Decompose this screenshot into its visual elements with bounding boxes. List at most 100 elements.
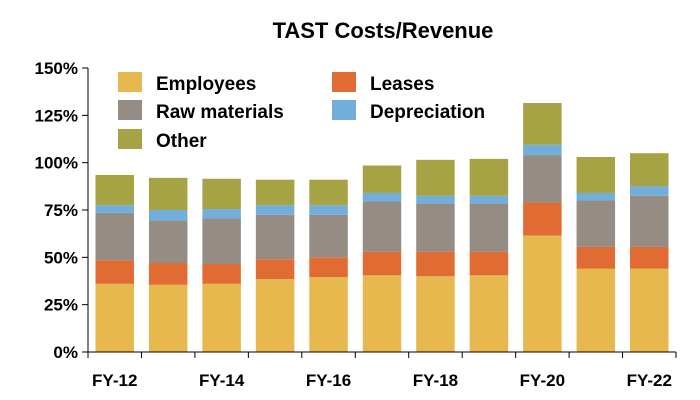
bar-stack [523, 103, 562, 352]
bar-stack [309, 179, 348, 352]
y-tick-label: 50% [44, 248, 78, 267]
bar-segment-leases [523, 202, 562, 236]
x-tick-label: FY-22 [627, 371, 672, 390]
bar-segment-employees [630, 268, 669, 352]
legend-swatch [118, 72, 142, 92]
bar-segment-employees [95, 283, 134, 352]
bar-stack [630, 153, 669, 352]
bar-stack [469, 158, 509, 352]
bar-segment-other [255, 179, 295, 206]
bar-segment-depreciation [630, 186, 669, 196]
y-tick-label: 125% [35, 106, 78, 125]
legend: Employees Leases Raw materials Depreciation… [118, 72, 485, 152]
bars [95, 103, 669, 352]
y-tick-label: 0% [53, 343, 78, 362]
bar-segment-other [148, 177, 188, 210]
legend-item: Other [118, 129, 207, 152]
bar-segment-leases [309, 257, 348, 278]
bar-segment-leases [576, 246, 616, 269]
chart-title: TAST Costs/Revenue [273, 18, 494, 43]
bar-segment-leases [95, 260, 134, 284]
bar-segment-other [469, 158, 509, 196]
y-tick-label: 25% [44, 296, 78, 315]
y-tick-label: 150% [35, 59, 78, 78]
bar-segment-leases [416, 251, 455, 277]
bar-stack [95, 174, 134, 352]
bar-segment-leases [148, 263, 188, 285]
legend-swatch [332, 72, 356, 92]
bar-segment-raw-materials [95, 212, 134, 261]
x-tick-label: FY-14 [199, 371, 245, 390]
legend-item: Leases [332, 72, 434, 95]
bar-segment-depreciation [576, 192, 616, 201]
bar-segment-employees [148, 284, 188, 352]
bar-stack [255, 179, 295, 352]
bar-stack [576, 156, 616, 352]
bar-segment-depreciation [148, 210, 188, 221]
y-axis: 0% 25% 50% 75% 100% 125% 150% [35, 59, 89, 362]
legend-label: Depreciation [370, 102, 485, 123]
bar-segment-raw-materials [148, 220, 188, 264]
legend-label: Other [156, 131, 207, 152]
legend-label: Raw materials [156, 102, 284, 123]
bar-segment-employees [576, 268, 616, 352]
legend-swatch [118, 129, 142, 149]
bar-segment-raw-materials [309, 214, 348, 258]
bar-segment-raw-materials [416, 203, 455, 252]
bar-segment-leases [255, 259, 295, 280]
x-tick-label: FY-12 [92, 371, 137, 390]
bar-segment-employees [202, 283, 241, 352]
bar-segment-other [95, 174, 134, 206]
legend-item: Depreciation [332, 100, 485, 123]
bar-segment-other [362, 165, 402, 193]
bar-stack [202, 178, 241, 352]
bar-segment-raw-materials [255, 214, 295, 260]
bar-segment-employees [309, 277, 348, 352]
bar-segment-depreciation [362, 192, 402, 202]
bar-segment-depreciation [469, 195, 509, 204]
bar-segment-leases [362, 251, 402, 276]
bar-segment-employees [523, 235, 562, 352]
x-tick-label: FY-18 [413, 371, 458, 390]
bar-segment-depreciation [416, 195, 455, 204]
bar-segment-raw-materials [576, 200, 616, 247]
bar-segment-leases [630, 246, 669, 269]
bar-segment-depreciation [255, 205, 295, 215]
bar-segment-depreciation [523, 144, 562, 156]
bar-segment-raw-materials [469, 203, 509, 252]
legend-item: Raw materials [118, 100, 284, 123]
legend-swatch [332, 100, 356, 120]
bar-stack [362, 165, 402, 352]
bar-segment-leases [202, 263, 241, 284]
bar-segment-employees [469, 275, 509, 352]
bar-segment-employees [416, 276, 455, 352]
bar-segment-other [416, 159, 455, 196]
x-tick-label: FY-20 [520, 371, 565, 390]
bar-segment-employees [255, 279, 295, 352]
bar-segment-raw-materials [523, 155, 562, 203]
legend-label: Employees [156, 74, 256, 95]
bar-segment-other [576, 156, 616, 193]
y-tick-label: 75% [44, 201, 78, 220]
bar-stack [416, 159, 455, 352]
bar-segment-raw-materials [202, 218, 241, 264]
bar-segment-raw-materials [630, 195, 669, 247]
legend-swatch [118, 100, 142, 120]
legend-label: Leases [370, 74, 434, 95]
legend-item: Employees [118, 72, 256, 95]
bar-segment-depreciation [95, 205, 134, 213]
bar-segment-other [202, 178, 241, 210]
bar-segment-employees [362, 275, 402, 352]
x-axis: FY-12 FY-14 FY-16 FY-18 FY-20 FY-22 [87, 351, 677, 390]
bar-segment-raw-materials [362, 201, 402, 252]
bar-segment-other [523, 103, 562, 145]
bar-segment-other [630, 153, 669, 187]
bar-segment-other [309, 179, 348, 206]
bar-segment-leases [469, 251, 509, 276]
y-tick-label: 100% [35, 154, 78, 173]
bar-stack [148, 177, 188, 352]
bar-segment-depreciation [202, 209, 241, 219]
bar-segment-depreciation [309, 205, 348, 215]
x-tick-label: FY-16 [306, 371, 351, 390]
